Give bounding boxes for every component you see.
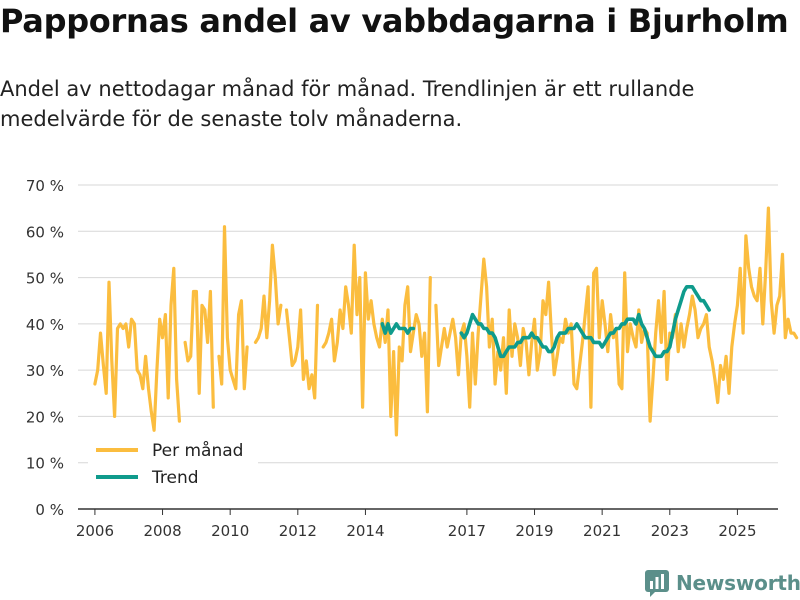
trend-line-segment-1 — [459, 285, 711, 359]
legend-label-trend: Trend — [151, 468, 199, 488]
y-tick-label: 10 % — [26, 455, 64, 473]
x-axis: 2006 2008 2010 2012 2014 2017 2019 2021 2023 2025 — [76, 508, 778, 540]
series-trend-line — [380, 285, 711, 359]
x-tick-label: 2023 — [651, 522, 689, 540]
y-tick-label: 20 % — [26, 408, 64, 426]
x-tick-label: 2021 — [583, 522, 621, 540]
per-month-line-segment-6 — [434, 206, 799, 423]
y-axis: 0 % 10 % 20 % 30 % 40 % 50 % 60 % 70 % — [26, 177, 64, 519]
per-month-line-segment-2 — [217, 225, 249, 391]
legend-label-per-month: Per månad — [152, 440, 243, 461]
x-tick-label: 2025 — [718, 522, 756, 540]
per-month-line-segment-0 — [93, 266, 181, 432]
newsworthy-brand: Newsworthy — [644, 566, 800, 600]
x-tick-label: 2014 — [346, 522, 384, 540]
y-tick-label: 60 % — [26, 223, 64, 241]
y-tick-label: 70 % — [26, 177, 64, 195]
newsworthy-logo-icon — [645, 570, 669, 597]
x-tick-label: 2012 — [279, 522, 317, 540]
x-tick-label: 2006 — [76, 522, 114, 540]
trend-line-segment-0 — [380, 322, 416, 335]
series-lines — [93, 206, 799, 437]
chart-subtitle: Andel av nettodagar månad för månad. Tre… — [0, 77, 695, 131]
x-tick-label: 2008 — [143, 522, 181, 540]
per-month-line-segment-1 — [183, 289, 215, 409]
brand-name: Newsworthy — [676, 571, 800, 595]
x-tick-label: 2019 — [515, 522, 553, 540]
per-month-line-segment-3 — [253, 243, 283, 344]
y-tick-label: 30 % — [26, 362, 64, 380]
y-tick-label: 0 % — [35, 501, 64, 519]
y-tick-label: 40 % — [26, 316, 64, 334]
chart-title: Pappornas andel av vabbdagarna i Bjurhol… — [0, 2, 789, 40]
x-tick-label: 2010 — [211, 522, 249, 540]
legend-background — [88, 436, 258, 494]
per-month-line-segment-5 — [321, 243, 432, 437]
y-tick-label: 50 % — [26, 270, 64, 288]
legend: Per månad Trend — [88, 436, 258, 494]
per-month-line-segment-4 — [284, 303, 320, 400]
x-tick-label: 2017 — [448, 522, 486, 540]
series-per-month-line — [93, 206, 799, 437]
